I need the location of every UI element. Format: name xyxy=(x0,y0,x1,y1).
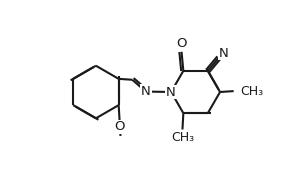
Text: N: N xyxy=(166,86,176,98)
Text: CH₃: CH₃ xyxy=(171,131,194,144)
Text: O: O xyxy=(114,120,125,133)
Text: O: O xyxy=(176,37,187,50)
Text: N: N xyxy=(141,85,151,98)
Text: CH₃: CH₃ xyxy=(240,85,263,98)
Text: N: N xyxy=(218,47,228,60)
